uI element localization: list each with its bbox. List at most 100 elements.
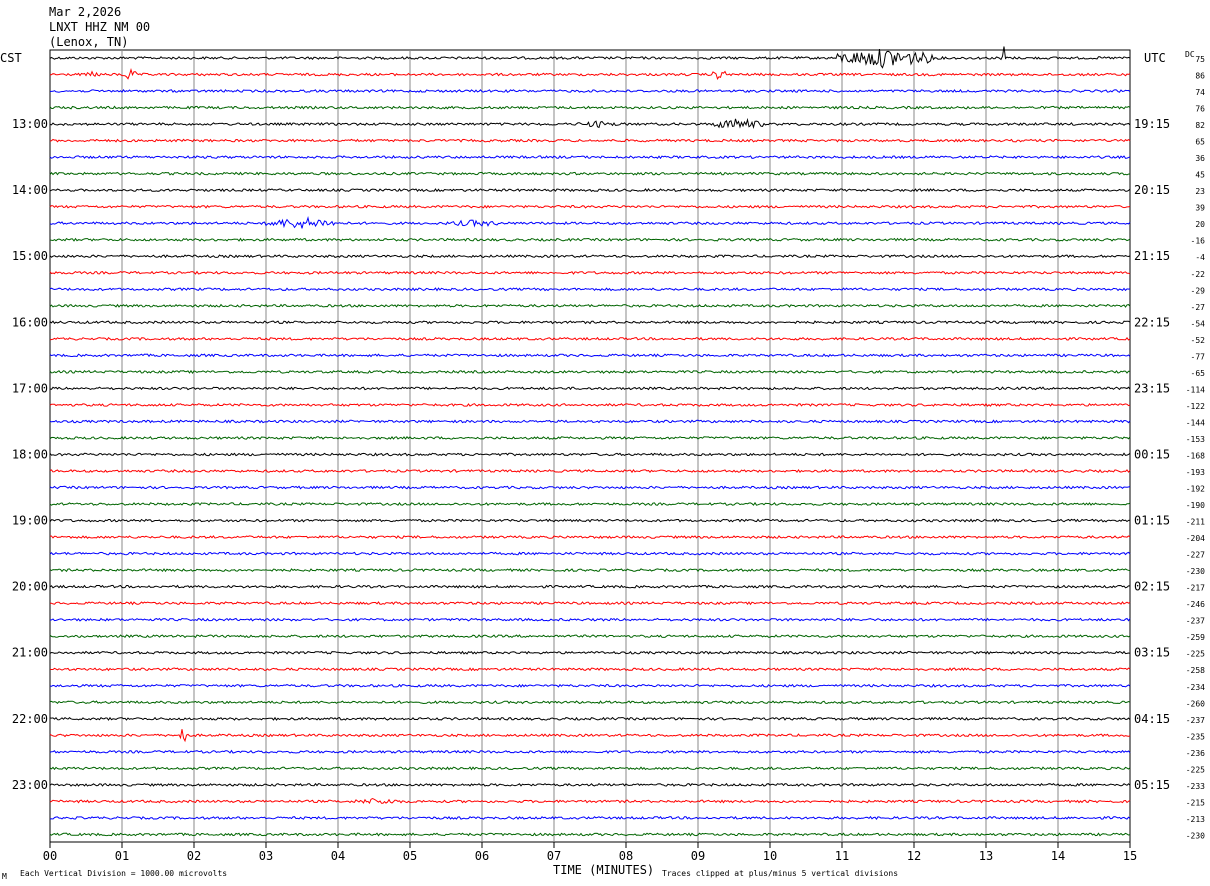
seismic-trace (49, 287, 1131, 292)
dc-offset-label: 82 (1195, 121, 1205, 130)
left-time-label: 18:00 (12, 447, 48, 461)
right-time-label: 22:15 (1134, 315, 1170, 329)
dc-offset-label: -193 (1186, 468, 1205, 477)
seismic-trace (49, 716, 1131, 721)
dc-offset-label: 75 (1195, 55, 1205, 64)
seismic-trace (49, 683, 1131, 688)
seismic-trace (49, 815, 1131, 820)
station-code: LNXT HHZ NM 00 (49, 20, 151, 34)
left-time-label: 19:00 (12, 514, 48, 528)
seismic-trace (49, 216, 1131, 229)
seismic-trace (49, 237, 1131, 242)
seismic-trace (49, 634, 1131, 639)
x-tick-label: 08 (619, 849, 633, 863)
left-time-label: 16:00 (12, 315, 48, 329)
x-tick-label: 02 (187, 849, 201, 863)
seismic-trace (49, 617, 1131, 622)
dc-offset-label: -54 (1191, 319, 1206, 328)
dc-offset-label: -227 (1186, 551, 1205, 560)
seismic-trace (49, 766, 1131, 771)
seismic-trace (49, 419, 1131, 424)
x-tick-label: 15 (1123, 849, 1137, 863)
dc-offset-label: -237 (1186, 617, 1205, 626)
dc-offset-label: -52 (1191, 336, 1206, 345)
seismic-trace (49, 551, 1131, 556)
x-tick-label: 09 (691, 849, 705, 863)
seismic-trace (49, 353, 1131, 358)
seismic-trace (49, 171, 1131, 176)
dc-offset-label: -22 (1191, 270, 1206, 279)
dc-offset-label: -192 (1186, 485, 1205, 494)
left-time-label: 22:00 (12, 712, 48, 726)
left-time-label: 15:00 (12, 249, 48, 263)
x-axis-title: TIME (MINUTES) (553, 863, 655, 877)
seismic-trace (49, 650, 1131, 655)
dc-offset-label: -114 (1186, 385, 1205, 394)
x-tick-label: 10 (763, 849, 777, 863)
seismic-trace (49, 518, 1131, 523)
seismic-trace (49, 452, 1131, 457)
dc-offset-label: -225 (1186, 650, 1205, 659)
x-tick-label: 06 (475, 849, 489, 863)
left-time-label: 14:00 (12, 183, 48, 197)
dc-offset-label: 86 (1195, 72, 1205, 81)
x-tick-label: 11 (835, 849, 849, 863)
footer-mark: M (2, 872, 7, 881)
right-time-label: 02:15 (1134, 580, 1170, 594)
x-tick-label: 03 (259, 849, 273, 863)
dc-offset-label: -144 (1186, 418, 1205, 427)
right-time-label: 03:15 (1134, 646, 1170, 660)
dc-offset-label: 36 (1195, 154, 1205, 163)
dc-offset-label: -230 (1186, 831, 1205, 840)
seismic-trace (49, 138, 1131, 143)
seismic-trace (49, 270, 1131, 275)
x-tick-label: 14 (1051, 849, 1065, 863)
dc-offset-label: -213 (1186, 815, 1205, 824)
seismic-trace (49, 832, 1131, 837)
seismic-trace (49, 46, 1131, 69)
seismic-trace (49, 435, 1131, 440)
dc-offset-label: -237 (1186, 716, 1205, 725)
seismic-trace (49, 584, 1130, 589)
scale-note: Each Vertical Division = 1000.00 microvo… (20, 869, 228, 878)
dc-offset-label: -77 (1191, 352, 1206, 361)
dc-offset-label: -258 (1186, 666, 1205, 675)
dc-offset-label: -153 (1186, 435, 1205, 444)
dc-offset-label: 45 (1195, 171, 1205, 180)
seismic-trace (49, 667, 1131, 672)
dc-offset-label: -4 (1195, 253, 1205, 262)
seismic-trace (49, 749, 1131, 754)
left-time-label: 23:00 (12, 778, 48, 792)
dc-offset-label: -217 (1186, 584, 1205, 593)
seismic-trace (49, 386, 1131, 391)
seismic-trace (49, 568, 1131, 573)
seismic-trace (49, 782, 1131, 787)
seismic-trace (50, 601, 1131, 606)
seismic-trace (49, 89, 1131, 93)
plot-frame (49, 49, 1131, 843)
dc-offset-label: -225 (1186, 765, 1205, 774)
x-tick-label: 05 (403, 849, 417, 863)
dc-offset-label: -65 (1191, 369, 1206, 378)
x-tick-label: 01 (115, 849, 129, 863)
left-time-label: 17:00 (12, 381, 48, 395)
left-time-label: 21:00 (12, 646, 48, 660)
dc-offset-label: 65 (1195, 138, 1205, 147)
dc-offset-label: -215 (1186, 798, 1205, 807)
dc-offset-label: -233 (1186, 782, 1205, 791)
clip-note: Traces clipped at plus/minus 5 vertical … (662, 869, 899, 878)
x-tick-label: 12 (907, 849, 921, 863)
left-timezone-label: CST (0, 51, 22, 65)
seismic-trace (49, 535, 1131, 540)
dc-offset-label: -29 (1191, 286, 1206, 295)
dc-offset-label: -122 (1186, 402, 1205, 411)
dc-offset-label: 76 (1195, 105, 1205, 114)
right-time-label: 04:15 (1134, 712, 1170, 726)
x-tick-label: 07 (547, 849, 561, 863)
x-tick-label: 00 (43, 849, 57, 863)
dc-offset-label: 39 (1195, 204, 1205, 213)
left-time-label: 20:00 (12, 580, 48, 594)
left-time-label: 13:00 (12, 117, 48, 131)
seismic-trace (49, 303, 1131, 308)
